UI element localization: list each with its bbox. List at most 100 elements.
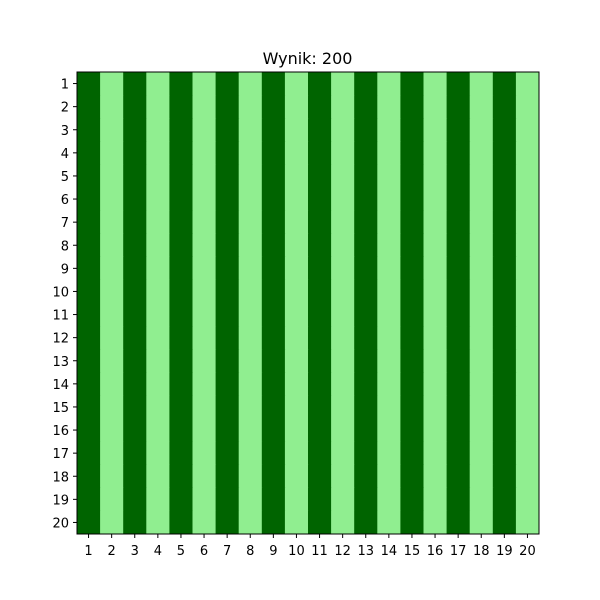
board-cell (169, 256, 193, 281)
y-tick-label: 2 (61, 101, 69, 116)
board-cell (400, 349, 424, 373)
board-cell (469, 164, 494, 188)
board-cell (515, 441, 540, 466)
board-cell (100, 187, 124, 212)
board-cell (331, 95, 355, 119)
board-cell (77, 164, 101, 188)
board-cell (77, 441, 101, 466)
board-cell (354, 510, 378, 535)
board-cell (446, 441, 471, 466)
x-tick-label: 5 (177, 544, 185, 559)
x-tick-label: 11 (311, 544, 328, 559)
y-tick-label: 16 (52, 424, 69, 439)
x-tick-label: 14 (381, 544, 398, 559)
y-tick-label: 1 (61, 78, 69, 93)
board-cell (446, 72, 471, 96)
board-cell (515, 256, 540, 281)
board-cell (492, 441, 517, 466)
y-tick-label: 3 (61, 124, 69, 139)
board-cell (308, 326, 332, 350)
board-cell (261, 349, 286, 373)
board-cell (238, 349, 263, 373)
board-cell (215, 72, 240, 96)
board-cell (446, 303, 471, 327)
x-tick-label: 16 (427, 544, 444, 559)
board-cell (492, 256, 517, 281)
board-cell (215, 187, 240, 212)
board-cell (400, 141, 424, 165)
board-cell (354, 164, 378, 188)
board-cell (377, 141, 401, 165)
board-cell (446, 349, 471, 373)
board-cell (238, 303, 263, 327)
board-cell (192, 487, 217, 512)
board-cell (423, 164, 448, 188)
board-cell (123, 326, 147, 350)
board-cell (238, 464, 263, 489)
board-cell (331, 395, 355, 419)
board-cell (331, 72, 355, 96)
board-cell (377, 349, 401, 373)
board-cell (377, 187, 401, 212)
board-cell (469, 72, 494, 96)
board-cell (377, 395, 401, 419)
board-cell (423, 233, 448, 258)
board-cell (100, 141, 124, 165)
board-cell (261, 487, 286, 512)
board-cell (169, 164, 193, 188)
board-cell (238, 233, 263, 258)
board-cell (377, 418, 401, 443)
board-cell (515, 487, 540, 512)
board-cell (238, 256, 263, 281)
board-cell (308, 210, 332, 235)
board-cell (169, 464, 193, 489)
board-cell (308, 187, 332, 212)
y-tick-label: 4 (61, 147, 69, 162)
board-cell (377, 256, 401, 281)
board-cell (146, 464, 170, 489)
board-cell (284, 303, 309, 327)
board-cell (169, 418, 193, 443)
board-cell (261, 395, 286, 419)
y-tick-label: 15 (52, 401, 69, 416)
board-cell (169, 72, 193, 96)
board-cell (377, 372, 401, 396)
board-cell (331, 326, 355, 350)
board-cell (423, 256, 448, 281)
x-tick-label: 17 (450, 544, 467, 559)
board-cell (169, 441, 193, 466)
board-cell (331, 441, 355, 466)
board-cell (331, 141, 355, 165)
board-cell (261, 210, 286, 235)
board-cell (169, 279, 193, 304)
board-cell (261, 303, 286, 327)
board-cell (469, 210, 494, 235)
board-cell (238, 72, 263, 96)
board-cell (169, 326, 193, 350)
board-cell (192, 210, 217, 235)
board-cell (123, 187, 147, 212)
board-cell (377, 510, 401, 535)
board-cell (261, 326, 286, 350)
board-cell (146, 95, 170, 119)
board-cell (215, 141, 240, 165)
board-cell (446, 326, 471, 350)
board-cell (446, 510, 471, 535)
board-cell (123, 510, 147, 535)
board-cell (377, 279, 401, 304)
board-cell (100, 441, 124, 466)
board-cell (146, 72, 170, 96)
board-cell (354, 487, 378, 512)
board-cell (308, 464, 332, 489)
board-cell (354, 303, 378, 327)
board-cell (377, 118, 401, 142)
board-cell (146, 118, 170, 142)
y-tick-label: 14 (52, 378, 69, 393)
board-cell (77, 279, 101, 304)
board-cell (492, 372, 517, 396)
y-tick-label: 17 (52, 447, 69, 462)
board-cell (215, 395, 240, 419)
board-cell (100, 210, 124, 235)
board-cell (123, 349, 147, 373)
